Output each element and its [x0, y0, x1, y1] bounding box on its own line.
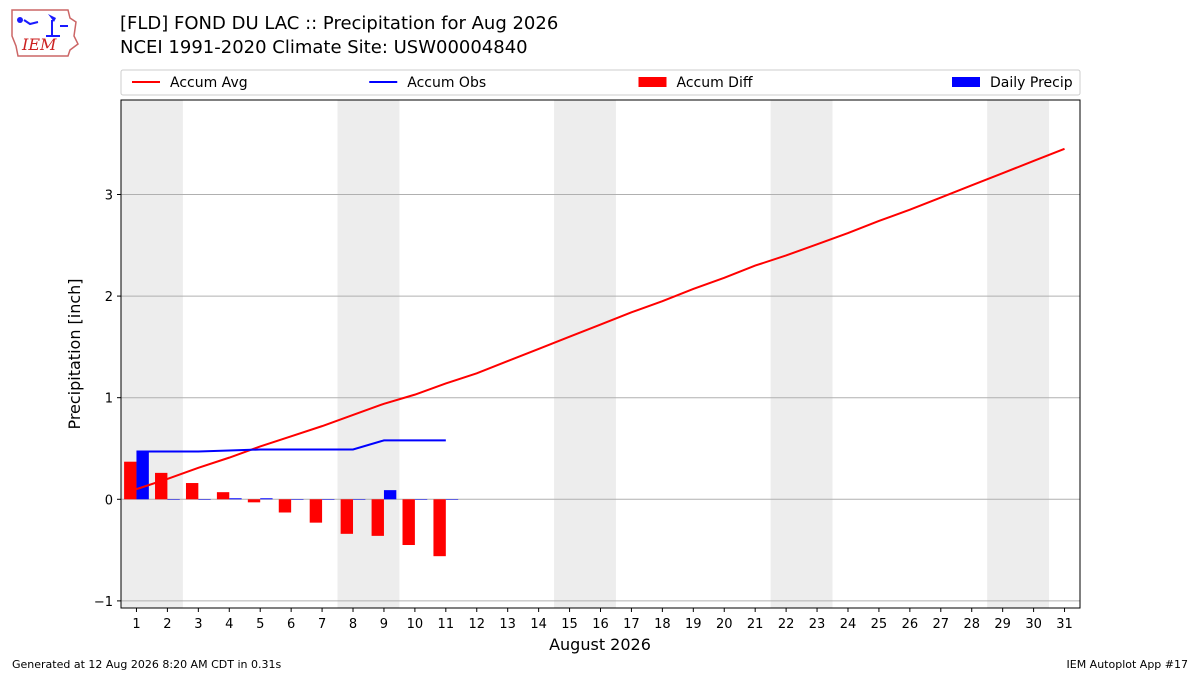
x-tick-label: 26 — [902, 617, 919, 632]
x-tick-label: 20 — [716, 617, 733, 632]
accum-diff-bar-1 — [124, 461, 137, 500]
chart-subtitle: NCEI 1991-2020 Climate Site: USW00004840 — [120, 37, 528, 58]
y-tick-label: 2 — [105, 290, 113, 305]
weekend-shade-1 — [121, 100, 183, 608]
legend-box — [120, 69, 1081, 96]
daily-precip-bar-6 — [291, 499, 304, 500]
legend-swatch-accum-diff — [638, 77, 667, 87]
accum-diff-bar-4 — [216, 492, 230, 500]
legend-label-accum-avg: Accum Avg — [170, 75, 248, 91]
x-tick-label: 4 — [225, 617, 233, 632]
weekend-shade-4 — [770, 100, 833, 608]
x-tick-label: 28 — [963, 617, 980, 632]
footer-generated-text: Generated at 12 Aug 2026 8:20 AM CDT in … — [12, 658, 282, 671]
y-tick-label: 0 — [105, 493, 113, 508]
y-tick-label: 3 — [105, 188, 113, 203]
x-tick-label: 21 — [747, 617, 764, 632]
legend-label-daily-precip: Daily Precip — [990, 75, 1073, 91]
accum-diff-bar-11 — [433, 499, 446, 557]
footer-app-label: IEM Autoplot App #17 — [1066, 658, 1189, 671]
accum-diff-bar-9 — [371, 499, 384, 536]
x-tick-label: 12 — [468, 617, 485, 632]
x-tick-label: 1 — [132, 617, 140, 632]
logo-text: IEM — [21, 35, 57, 54]
daily-precip-bar-2 — [167, 499, 180, 500]
daily-precip-bar-10 — [414, 499, 428, 500]
daily-precip-bar-7 — [322, 499, 335, 500]
x-tick-label: 31 — [1056, 617, 1073, 632]
x-tick-label: 11 — [438, 617, 455, 632]
daily-precip-bar-1 — [136, 451, 149, 500]
accum-diff-bar-5 — [247, 499, 261, 503]
x-tick-label: 14 — [530, 617, 547, 632]
x-axis-label: August 2026 — [549, 635, 651, 654]
daily-precip-bar-9 — [383, 490, 397, 500]
x-tick-label: 15 — [561, 617, 578, 632]
daily-precip-bar-3 — [198, 499, 211, 500]
x-tick-label: 3 — [194, 617, 202, 632]
daily-precip-bar-8 — [353, 499, 366, 500]
y-tick-label: −1 — [94, 595, 113, 610]
x-tick-label: 29 — [994, 617, 1011, 632]
accum-diff-bar-8 — [340, 499, 354, 534]
iem-logo: IEM — [8, 6, 80, 60]
x-tick-label: 19 — [685, 617, 702, 632]
x-tick-label: 2 — [163, 617, 171, 632]
x-tick-label: 16 — [592, 617, 609, 632]
accum-avg-line — [136, 147, 1065, 491]
accum-diff-bar-7 — [309, 499, 323, 523]
y-axis-label: Precipitation [inch] — [65, 278, 84, 429]
x-tick-label: 10 — [407, 617, 424, 632]
chart-title: [FLD] FOND DU LAC :: Precipitation for A… — [120, 13, 559, 34]
legend-label-accum-diff: Accum Diff — [677, 75, 753, 91]
x-tick-label: 22 — [778, 617, 795, 632]
accum-diff-bar-2 — [155, 472, 168, 500]
y-tick-label: 1 — [105, 392, 113, 407]
x-tick-label: 24 — [840, 617, 857, 632]
accum-diff-bar-6 — [278, 499, 292, 513]
legend-swatch-daily-precip — [952, 77, 980, 87]
x-tick-label: 6 — [287, 617, 295, 632]
x-tick-label: 5 — [256, 617, 264, 632]
x-tick-label: 18 — [654, 617, 671, 632]
x-tick-label: 25 — [871, 617, 888, 632]
x-tick-label: 17 — [623, 617, 640, 632]
daily-precip-bar-4 — [229, 498, 242, 500]
daily-precip-bar-11 — [445, 499, 459, 500]
x-tick-label: 27 — [933, 617, 950, 632]
accum-diff-bar-3 — [185, 483, 199, 500]
x-tick-label: 8 — [349, 617, 357, 632]
x-tick-label: 9 — [380, 617, 388, 632]
x-tick-label: 30 — [1025, 617, 1042, 632]
accum-obs-line — [136, 439, 446, 453]
weekend-shade-5 — [987, 100, 1050, 608]
weekend-shade-3 — [554, 100, 616, 608]
x-tick-label: 13 — [499, 617, 516, 632]
accum-diff-bar-10 — [402, 499, 415, 546]
x-tick-label: 23 — [809, 617, 826, 632]
daily-precip-bar-5 — [260, 498, 273, 500]
x-tick-label: 7 — [318, 617, 326, 632]
legend-label-accum-obs: Accum Obs — [407, 75, 486, 91]
